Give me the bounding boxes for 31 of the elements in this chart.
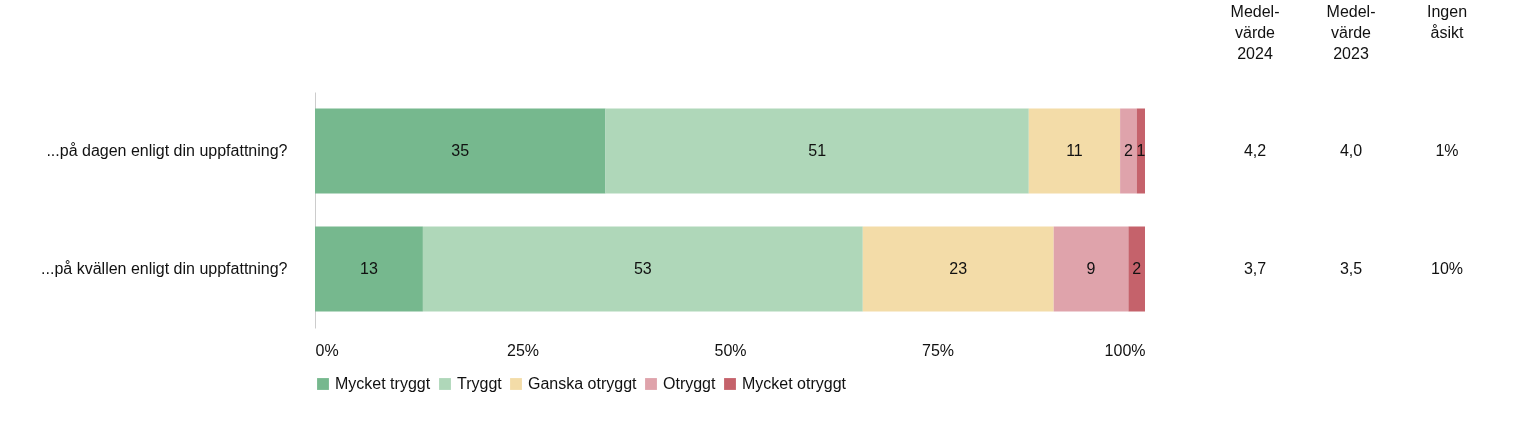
x-tick-label: 0% — [315, 341, 339, 359]
text: 3,5 — [1339, 260, 1363, 277]
legend-label: Otryggt — [663, 375, 717, 392]
text: Medel- värde 2024 — [1230, 3, 1280, 62]
data-label: 53 — [633, 260, 652, 277]
data-label: 51 — [808, 142, 827, 159]
text: 10% — [1430, 260, 1464, 277]
x-tick-label: 50% — [714, 341, 747, 359]
x-tick-label: 25% — [506, 341, 540, 359]
x-tick-label: 75% — [921, 341, 955, 359]
data-label: 1 — [1136, 142, 1146, 159]
text: 4,0 — [1339, 142, 1363, 159]
data-label: 2 — [1132, 260, 1142, 277]
data-label: 11 — [1066, 142, 1083, 159]
y-tick-label: ...på kvällen enligt din uppfattning? — [41, 260, 288, 277]
data-label: 13 — [360, 260, 378, 277]
data-label: 23 — [949, 260, 968, 277]
x-tick-label: 100% — [1104, 341, 1146, 359]
y-tick-label: ...på dagen enligt din uppfattning? — [46, 142, 288, 159]
data-label: 35 — [451, 142, 470, 159]
text: 3,7 — [1243, 260, 1267, 277]
text: Medel- värde 2023 — [1326, 3, 1376, 62]
text: Ingen åsikt — [1426, 3, 1468, 41]
data-label: 9 — [1086, 260, 1096, 277]
data-label: 2 — [1123, 142, 1133, 159]
text: 4,2 — [1243, 142, 1267, 159]
legend-label: Mycket otryggt — [742, 375, 847, 392]
legend-label: Tryggt — [457, 375, 503, 392]
legend-label: Ganska otryggt — [528, 375, 638, 392]
legend-label: Mycket tryggt — [335, 375, 431, 392]
text: 1% — [1435, 142, 1459, 159]
